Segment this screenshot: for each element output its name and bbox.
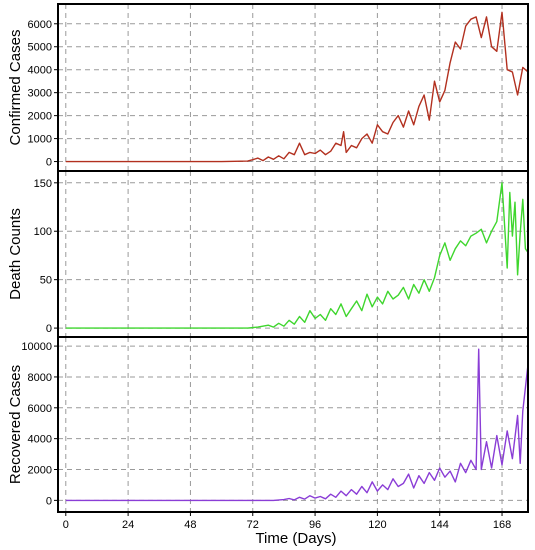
y-axis-title: Death Counts (7, 208, 24, 300)
y-axis-title: Recovered Cases (7, 365, 24, 484)
x-tick-label: 96 (309, 519, 321, 531)
y-tick-label: 150 (34, 178, 52, 190)
series-line (65, 182, 529, 329)
y-tick-label: 8000 (28, 372, 52, 384)
y-tick-label: 2000 (28, 465, 52, 477)
y-tick-label: 100 (34, 226, 52, 238)
y-tick-label: 4000 (28, 65, 52, 77)
y-tick-label: 50 (40, 275, 52, 287)
panel-deaths: 0 50 100 150 Death Counts (7, 170, 529, 338)
x-tick-label: 0 (63, 519, 69, 531)
x-tick-label: 72 (247, 519, 259, 531)
series-line (65, 11, 529, 163)
x-axis-title: Time (Days) (255, 530, 336, 547)
x-tick-label: 168 (493, 519, 511, 531)
y-tick-label: 10000 (21, 341, 52, 353)
y-tick-label: 5000 (28, 42, 52, 54)
y-tick-label: 4000 (28, 434, 52, 446)
x-tick-label: 144 (431, 519, 449, 531)
panel-frame (57, 336, 529, 513)
y-tick-label: 6000 (28, 403, 52, 415)
panel-confirmed: 0 1000 2000 3000 4000 5000 6000 Confirmed Cases (7, 3, 529, 172)
x-tick-label: 48 (184, 519, 196, 531)
x-tick-label: 24 (122, 519, 134, 531)
y-tick-label: 0 (46, 495, 52, 507)
y-axis-title: Confirmed Cases (7, 30, 24, 146)
x-tick-label: 120 (368, 519, 386, 531)
y-tick-label: 3000 (28, 88, 52, 100)
y-tick-label: 1000 (28, 134, 52, 146)
series-line (65, 348, 529, 502)
x-axis: 0 24 48 72 96 120 144 168 (63, 512, 511, 531)
y-tick-label: 0 (46, 323, 52, 335)
y-tick-label: 2000 (28, 111, 52, 123)
y-tick-label: 6000 (28, 19, 52, 31)
panel-recovered: 0 2000 4000 6000 8000 10000 Recovered Cases (7, 336, 529, 513)
y-tick-label: 0 (46, 157, 52, 169)
